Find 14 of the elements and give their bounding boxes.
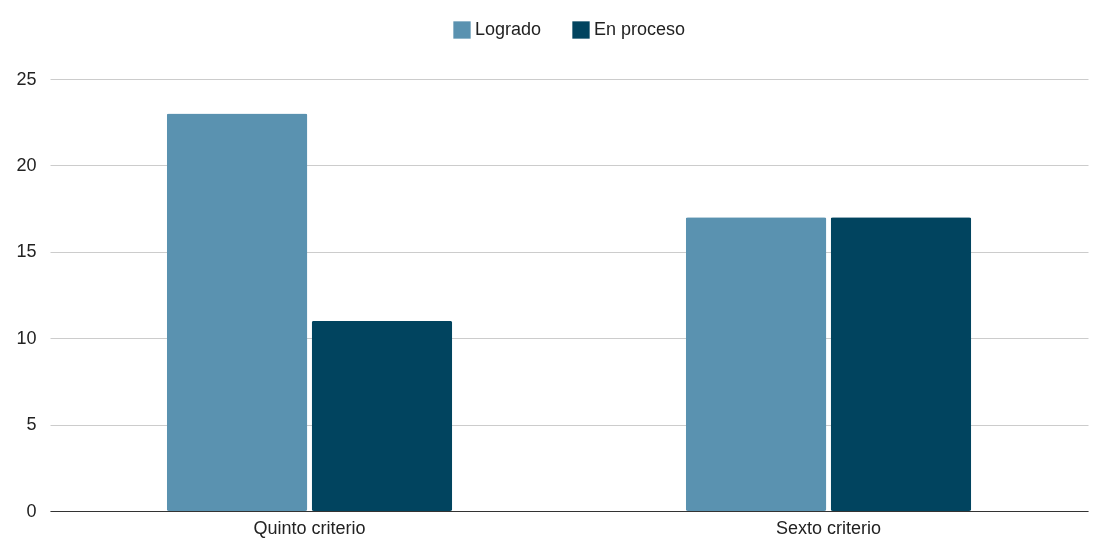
y-tick-label: 10 — [16, 327, 37, 348]
legend-label: Logrado — [475, 19, 542, 39]
bar — [311, 320, 453, 511]
bar — [830, 217, 972, 511]
bar — [685, 217, 827, 511]
y-tick-label: 25 — [16, 68, 37, 89]
y-tick-label: 20 — [16, 154, 37, 175]
x-tick-label: Sexto criterio — [775, 517, 882, 538]
x-tick-label: Quinto criterio — [253, 517, 366, 538]
y-tick-label: 15 — [16, 241, 37, 262]
y-tick-label: 5 — [26, 414, 37, 435]
legend-label: En proceso — [594, 19, 686, 39]
y-tick-label: 0 — [26, 500, 37, 521]
bar — [166, 113, 308, 511]
